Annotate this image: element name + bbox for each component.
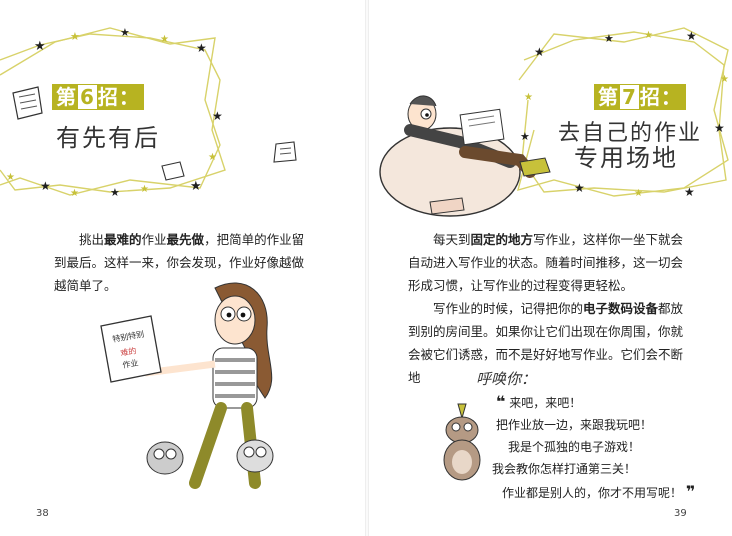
- svg-text:★: ★: [70, 188, 79, 199]
- svg-text:★: ★: [720, 74, 729, 85]
- party-bear-illustration: [443, 403, 481, 481]
- text-run: 每天到: [433, 232, 471, 247]
- tip-title-7-line2: 专用场地: [574, 144, 678, 172]
- badge-suffix: 招：: [639, 85, 682, 109]
- tip-7-paragraph-2: 写作业的时候，记得把你的电子数码设备都放到别的房间里。如果你让它们出现在你周围，…: [408, 297, 690, 389]
- book-gutter: [365, 0, 369, 536]
- text-run: ，把简单的作业留到最后。这样一来，你会发现，作业好像越做越简单了。: [54, 232, 305, 293]
- svg-text:★: ★: [6, 172, 15, 183]
- svg-text:★: ★: [524, 92, 533, 103]
- right-page: ★ ★ ★ ★ ★ ★ ★ ★ ★ ★ ★ 第 7 招： 去自己的作业 专用场地: [368, 0, 732, 536]
- badge-prefix: 第: [56, 85, 77, 109]
- svg-text:★: ★: [684, 185, 695, 199]
- speech-line: 把作业放一边，来跟我玩吧！: [496, 418, 653, 432]
- left-page: ★ ★ ★ ★ ★ ★ ★ ★ ★ ★ ★ ★ ★ 第 6 招： 有先有后: [0, 26, 316, 519]
- close-quote-icon: ❞: [685, 482, 696, 501]
- tip-7-paragraph-1: 每天到固定的地方写作业，这样你一坐下就会自动进入写作业的状态。随着时间推移，这一…: [408, 228, 690, 297]
- badge-number: 6: [78, 85, 97, 109]
- svg-text:★: ★: [160, 34, 169, 45]
- svg-text:★: ★: [634, 188, 643, 199]
- svg-text:★: ★: [110, 186, 120, 199]
- svg-text:★: ★: [714, 121, 725, 135]
- shout-text: 呼唤你：: [476, 370, 537, 388]
- svg-text:★: ★: [534, 45, 545, 59]
- svg-text:★: ★: [140, 184, 149, 195]
- svg-text:★: ★: [644, 30, 653, 41]
- text-run: 写作业，这样你一坐下就会自动进入写作业的状态。随着时间推移，这一切会形成习惯，让…: [408, 232, 684, 293]
- tip-title-6: 有先有后: [56, 124, 160, 152]
- flying-paper-illustration: [273, 141, 297, 163]
- speech-text: 来吧，来吧！: [509, 396, 582, 410]
- sign-text: 难的: [120, 345, 137, 358]
- page-number: 38: [36, 508, 49, 519]
- flying-paper-illustration: [161, 161, 185, 181]
- speech-line: 我会教你怎样打通第三关！: [492, 462, 637, 476]
- bold-text: 最难的: [104, 232, 142, 247]
- tip-6-paragraph: 挑出最难的作业最先做，把简单的作业留到最后。这样一来，你会发现，作业好像越做越简…: [54, 228, 316, 297]
- svg-text:★: ★: [686, 29, 697, 43]
- text-run: 写作业的时候，记得把你的: [433, 301, 584, 316]
- text-run: 都放到别的房间里。如果你让它们出现在你周围，你就会被它们诱惑，而不是好好地写作业…: [408, 301, 684, 385]
- svg-text:★: ★: [604, 32, 614, 45]
- svg-text:★: ★: [520, 130, 530, 143]
- girl-holding-homework-illustration: 特别特别 难的 作业: [100, 282, 274, 489]
- svg-text:★: ★: [40, 179, 51, 193]
- svg-text:★: ★: [190, 179, 202, 194]
- svg-text:★: ★: [120, 26, 130, 39]
- speech-line: 我是个孤独的电子游戏！: [508, 440, 641, 454]
- sign-text: 作业: [122, 357, 139, 370]
- svg-text:★: ★: [212, 109, 223, 123]
- bold-text: 电子数码设备: [583, 301, 659, 316]
- tip-badge-7: 第 7 招：: [594, 84, 686, 110]
- tip-title-7-line1: 去自己的作业: [558, 121, 703, 146]
- man-on-beanbag-illustration: [379, 95, 551, 217]
- svg-text:★: ★: [34, 39, 46, 54]
- svg-text:★: ★: [70, 30, 80, 43]
- tip-badge-6: 第 6 招：: [52, 84, 144, 110]
- text-run: 作业: [141, 232, 167, 247]
- text-run: 挑出: [79, 232, 105, 247]
- svg-text:★: ★: [196, 41, 207, 55]
- bold-text: 最先做: [166, 232, 205, 247]
- badge-number: 7: [620, 85, 639, 109]
- speech-text: 作业都是别人的，你才不用写呢！: [502, 486, 683, 500]
- page-number: 39: [674, 508, 687, 519]
- star-frame-right: ★ ★ ★ ★ ★ ★ ★ ★ ★ ★ ★: [517, 27, 729, 199]
- speech-line: 作业都是别人的，你才不用写呢！ ❞: [502, 482, 695, 501]
- flying-paper-illustration: [12, 86, 43, 120]
- svg-text:★: ★: [208, 152, 217, 163]
- svg-text:★: ★: [574, 181, 585, 195]
- speech-line: ❝ 来吧，来吧！: [496, 392, 581, 411]
- open-quote-icon: ❝: [496, 392, 506, 411]
- star-frame-left: ★ ★ ★ ★ ★ ★ ★ ★ ★ ★ ★ ★ ★: [0, 26, 226, 199]
- badge-suffix: 招：: [97, 85, 140, 109]
- bold-text: 固定的地方: [470, 232, 534, 247]
- badge-prefix: 第: [598, 85, 619, 109]
